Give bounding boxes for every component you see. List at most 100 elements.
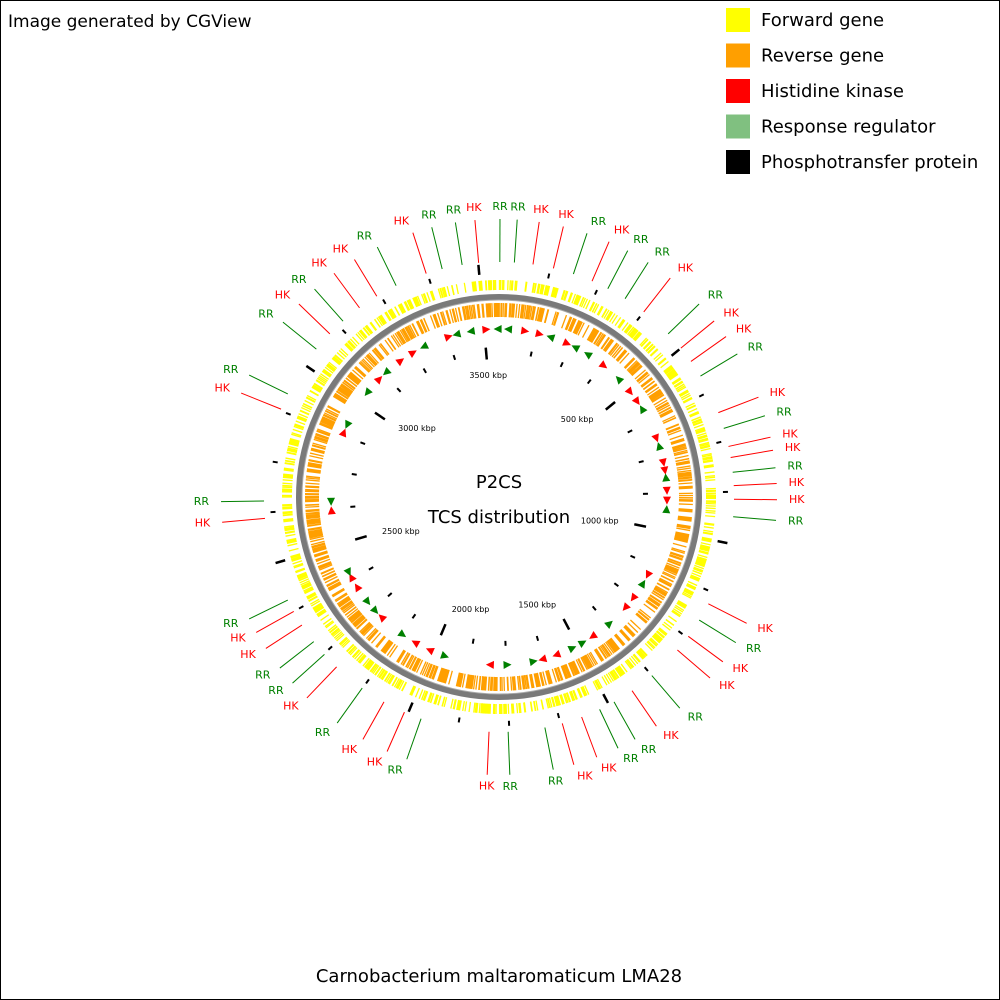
legend-swatch	[726, 150, 750, 174]
feature-arrow	[362, 596, 371, 606]
feature-callout	[643, 277, 671, 313]
major-tick-outer	[275, 559, 286, 565]
feature-label: RR	[688, 710, 704, 723]
legend-label: Phosphotransfer protein	[761, 152, 978, 173]
major-tick-outer	[305, 364, 316, 373]
minor-tick	[630, 554, 636, 559]
minor-tick	[638, 460, 644, 464]
minor-tick-outer	[428, 278, 432, 284]
feature-arrow	[529, 658, 538, 667]
minor-tick	[396, 387, 402, 393]
feature-callout	[698, 619, 737, 644]
legend-label: Reverse gene	[761, 46, 884, 67]
feature-label: HK	[733, 662, 749, 675]
feature-arrow	[373, 376, 383, 385]
feature-label: RR	[655, 245, 671, 258]
tick-label: 3500 kbp	[469, 371, 507, 380]
feature-arrow	[482, 325, 491, 334]
major-tick-outer	[477, 264, 481, 275]
major-tick	[374, 411, 386, 421]
feature-callout	[677, 649, 711, 679]
feature-label: RR	[787, 460, 803, 473]
feature-arrow	[630, 592, 639, 602]
footer: Carnobacterium maltaromaticum LMA28	[316, 966, 682, 987]
feature-label: HK	[782, 428, 798, 441]
feature-callout	[362, 701, 385, 740]
feature-callout	[733, 516, 777, 521]
feature-label: HK	[723, 306, 739, 319]
feature-label: RR	[194, 495, 210, 508]
feature-arrow	[639, 405, 648, 415]
feature-label: HK	[533, 203, 549, 216]
feature-label: RR	[258, 308, 274, 321]
feature-label: HK	[663, 729, 679, 742]
minor-tick	[591, 605, 597, 611]
feature-callout	[667, 303, 700, 335]
major-tick	[439, 623, 447, 636]
feature-callout	[624, 262, 649, 299]
feature-label: HK	[785, 441, 801, 454]
feature-arrow	[395, 358, 405, 367]
feature-arrow	[369, 605, 379, 614]
minor-tick	[351, 473, 357, 476]
feature-label: RR	[388, 764, 404, 777]
feature-arrow	[567, 646, 577, 654]
feature-label: RR	[268, 684, 284, 697]
feature-label: HK	[558, 208, 574, 221]
minor-tick	[586, 379, 592, 385]
feature-callout	[222, 517, 266, 523]
feature-label: HK	[614, 224, 630, 237]
minor-tick-outer	[457, 717, 461, 723]
legend-label: Response regulator	[761, 117, 936, 138]
feature-callout	[680, 320, 715, 349]
feature-callout	[581, 716, 598, 758]
feature-arrow	[338, 428, 347, 438]
reverse-genes	[304, 302, 694, 691]
feature-callout	[613, 701, 636, 740]
feature-callout	[718, 396, 759, 414]
feature-label: HK	[311, 257, 327, 270]
feature-arrow	[663, 496, 672, 505]
feature-label: HK	[577, 769, 593, 782]
feature-arrow	[503, 660, 512, 669]
tick-label: 2500 kbp	[382, 527, 420, 536]
legend-swatch	[726, 8, 750, 32]
feature-label: HK	[479, 780, 495, 793]
feature-arrow	[662, 486, 671, 495]
feature-arrow	[443, 334, 453, 342]
feature-callout	[728, 436, 771, 447]
feature-callout	[561, 723, 575, 765]
feature-label: HK	[719, 679, 735, 692]
feature-callout	[386, 711, 405, 752]
feature-arrow	[637, 579, 646, 589]
feature-callout	[474, 220, 480, 263]
minor-tick-outer	[716, 440, 722, 444]
feature-arrow	[662, 473, 671, 482]
feature-arrow	[440, 651, 449, 659]
major-tick	[634, 523, 647, 528]
feature-arrow	[584, 352, 593, 360]
feature-arrow	[485, 660, 495, 669]
feature-callout	[298, 303, 331, 335]
minor-tick-outer	[327, 645, 333, 651]
major-tick-outer	[602, 693, 610, 704]
minor-tick-outer	[698, 393, 705, 398]
feature-callout	[572, 233, 588, 275]
feature-label: RR	[223, 363, 239, 376]
feature-callout	[651, 675, 681, 709]
feature-callout	[708, 603, 747, 624]
feature-callout	[507, 731, 511, 775]
minor-tick-outer	[272, 460, 278, 464]
minor-tick	[529, 351, 533, 357]
minor-tick	[411, 613, 417, 619]
feature-label: RR	[492, 200, 508, 213]
minor-tick-outer	[298, 605, 304, 610]
feature-callout	[730, 449, 774, 458]
feature-callout	[314, 288, 344, 322]
major-tick	[562, 618, 571, 631]
feature-label: RR	[446, 204, 462, 217]
feature-label: RR	[510, 201, 526, 214]
feature-arrow	[407, 350, 417, 358]
feature-label: RR	[315, 726, 331, 739]
feature-callout	[513, 219, 518, 263]
